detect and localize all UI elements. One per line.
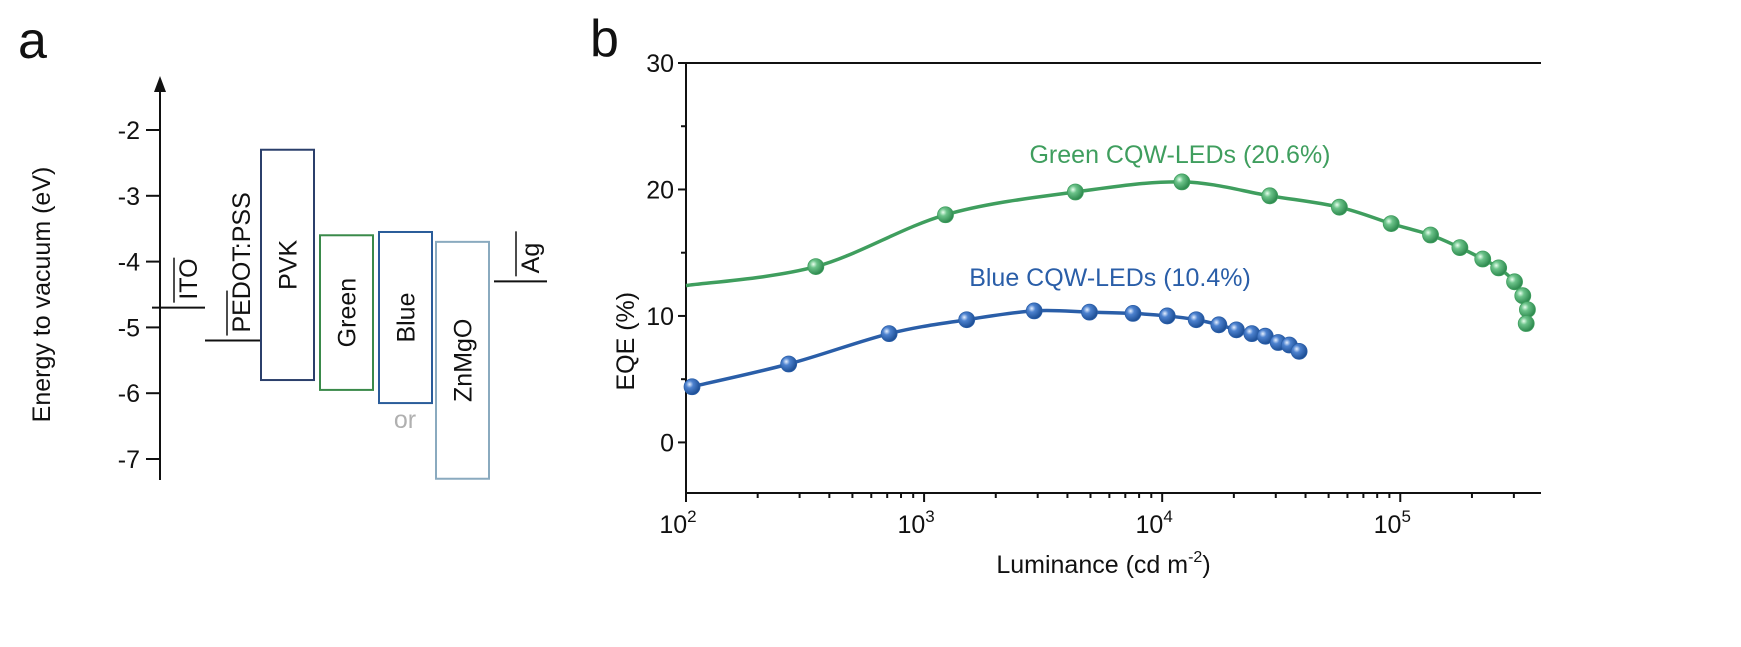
band-label: ZnMgO [450, 319, 478, 402]
series-line-0 [685, 180, 1530, 324]
band-green [319, 234, 374, 391]
y-tick-label: -3 [118, 183, 140, 211]
band-blue [378, 230, 433, 405]
data-point [1519, 301, 1536, 319]
data-point [780, 355, 798, 373]
data-point [937, 206, 954, 224]
energy-level-diagram: -2 -3 -4 -5 -6 -7 Energy to vacuum (eV) ITO PEDO… [28, 76, 547, 480]
data-point [1261, 187, 1279, 205]
data-point [1517, 315, 1535, 332]
data-point [880, 325, 898, 343]
y-tick-label: -2 [118, 117, 140, 145]
y-axis-label: EQE (%) [612, 292, 640, 391]
series-label: Green CQW-LEDs (20.6%) [1029, 141, 1330, 169]
data-point [1173, 173, 1191, 191]
data-point [1490, 259, 1508, 277]
band-label: Blue [393, 293, 421, 343]
y-tick-label: 0 [660, 429, 674, 457]
y-tick-label: -4 [118, 249, 140, 277]
eqe-luminance-chart: 0 10 20 30 102 103 104 105 Luminance (cd m-2) EQE… [612, 50, 1541, 579]
y-tick-label: 30 [646, 50, 674, 78]
data-point [1382, 215, 1400, 233]
series-label: Blue CQW-LEDs (10.4%) [969, 264, 1251, 292]
data-point [1187, 311, 1205, 329]
panel-label-b: b [590, 10, 619, 68]
x-tick-label: 104 [1136, 507, 1173, 539]
y-axis-arrow-icon [154, 76, 166, 92]
y-axis-label: Energy to vacuum (eV) [28, 167, 56, 423]
y-tick-label: 10 [646, 303, 674, 331]
data-point [1025, 302, 1043, 320]
y-tick-label: -6 [118, 380, 140, 408]
data-point [1066, 183, 1084, 201]
x-tick-label: 102 [659, 507, 696, 539]
data-point [1228, 321, 1245, 339]
data-point [958, 311, 976, 329]
data-point [1210, 316, 1228, 334]
y-tick-label: -5 [118, 314, 140, 342]
energy-level-label: PEDOT:PSS [228, 192, 256, 332]
data-point [1330, 198, 1348, 216]
x-tick-label: 105 [1374, 507, 1411, 539]
data-point [1422, 226, 1439, 244]
series-line-1 [685, 308, 1301, 390]
panel-label-a: a [18, 12, 47, 70]
band-znmgo [435, 240, 490, 480]
y-tick-label: -7 [118, 446, 140, 474]
data-point [1451, 239, 1469, 257]
data-point [1506, 273, 1523, 291]
data-point [683, 378, 701, 396]
energy-level-label: Ag [517, 243, 545, 274]
energy-level-label: ITO [175, 258, 203, 299]
data-point [1474, 250, 1492, 268]
data-point [1081, 303, 1098, 321]
data-point [1158, 307, 1176, 325]
band-label: PVK [275, 240, 303, 290]
x-axis-label: Luminance (cd m-2) [996, 549, 1210, 579]
band-pvk [260, 148, 315, 382]
data-point [807, 258, 825, 276]
data-point [1290, 342, 1308, 360]
band-label: Green [334, 278, 362, 347]
data-point [1124, 305, 1142, 322]
or-annotation: or [394, 406, 416, 434]
y-tick-label: 20 [646, 176, 674, 204]
x-tick-label: 103 [897, 507, 934, 539]
